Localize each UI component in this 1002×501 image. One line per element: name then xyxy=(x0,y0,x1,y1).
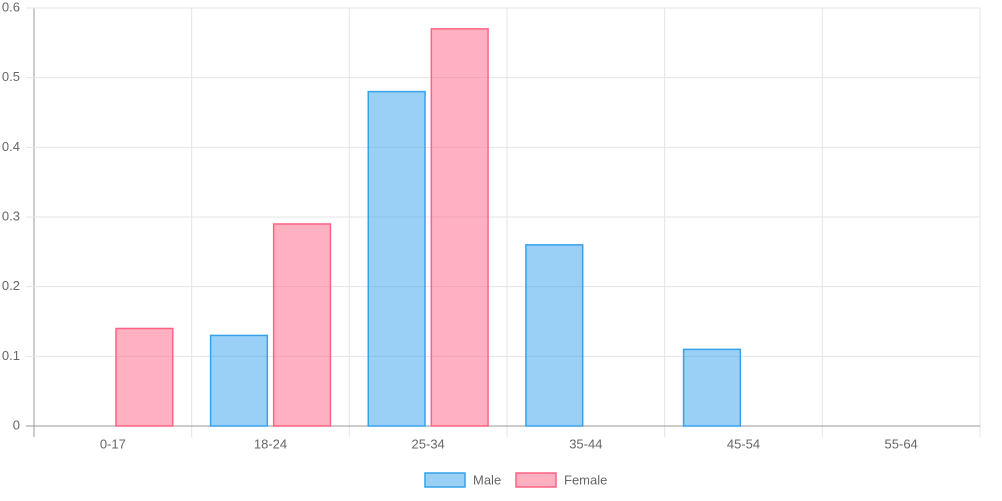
legend-swatch xyxy=(515,472,557,488)
x-tick-label: 18-24 xyxy=(254,436,287,451)
x-tick-label: 55-64 xyxy=(885,436,918,451)
x-tick-label: 25-34 xyxy=(412,436,445,451)
y-tick-label: 0.1 xyxy=(2,348,20,363)
bar xyxy=(115,327,174,427)
y-tick-label: 0.6 xyxy=(2,0,20,14)
legend-label: Male xyxy=(473,472,501,487)
y-tick-label: 0 xyxy=(13,417,20,432)
bar xyxy=(209,334,269,427)
bar xyxy=(682,348,742,427)
legend-swatch xyxy=(424,472,466,488)
bar xyxy=(525,244,584,427)
legend-label: Female xyxy=(564,472,607,487)
bar xyxy=(272,223,332,427)
y-tick-label: 0.3 xyxy=(2,208,20,223)
x-tick-label: 0-17 xyxy=(100,436,126,451)
y-tick-label: 0.2 xyxy=(2,278,20,293)
y-tick-label: 0.4 xyxy=(2,139,20,154)
x-tick-label: 45-54 xyxy=(727,436,760,451)
x-tick-label: 35-44 xyxy=(569,436,602,451)
bar xyxy=(430,28,489,427)
y-tick-label: 0.5 xyxy=(2,69,20,84)
bar xyxy=(367,90,426,427)
